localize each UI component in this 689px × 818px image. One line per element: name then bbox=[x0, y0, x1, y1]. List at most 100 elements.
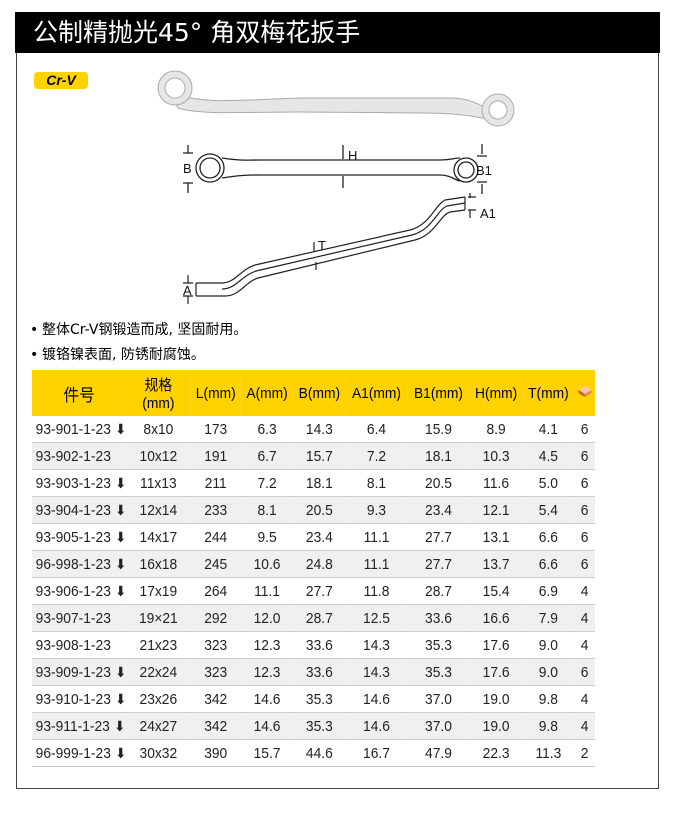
table-cell: 47.9 bbox=[407, 739, 470, 767]
table-cell: 11x13 bbox=[126, 469, 191, 497]
table-cell: 6 bbox=[574, 523, 596, 551]
table-cell: 4 bbox=[574, 685, 596, 713]
part-number: 96-999-1-23 ⬇ bbox=[32, 739, 127, 767]
table-cell: 14.3 bbox=[293, 416, 346, 443]
feature-list: • 整体Cr-V钢锻造而成, 坚固耐用。 • 镀铬镍表面, 防锈耐腐蚀。 bbox=[30, 318, 247, 368]
part-number: 93-903-1-23 ⬇ bbox=[32, 469, 127, 497]
table-cell: 11.8 bbox=[345, 577, 408, 605]
label-b1: B1 bbox=[476, 163, 492, 178]
table-cell: 22x24 bbox=[126, 658, 191, 686]
table-cell: 6.9 bbox=[522, 577, 575, 605]
table-cell: 6 bbox=[574, 658, 596, 686]
table-cell: 17.6 bbox=[469, 658, 523, 686]
table-cell: 2 bbox=[574, 739, 596, 767]
table-cell: 9.0 bbox=[522, 631, 575, 659]
column-header-a: A(mm) bbox=[240, 370, 294, 416]
table-cell: 14.6 bbox=[345, 685, 408, 713]
part-number: 93-909-1-23 ⬇ bbox=[32, 658, 127, 686]
table-cell: 6.7 bbox=[240, 442, 294, 470]
table-cell: 37.0 bbox=[407, 685, 470, 713]
table-cell: 27.7 bbox=[293, 577, 346, 605]
part-number: 93-904-1-23 ⬇ bbox=[32, 496, 127, 524]
table-cell: 27.7 bbox=[407, 523, 470, 551]
wrench-side-view bbox=[183, 193, 476, 304]
part-number: 93-910-1-23 ⬇ bbox=[32, 685, 127, 713]
table-cell: 14.3 bbox=[345, 658, 408, 686]
part-number: 93-906-1-23 ⬇ bbox=[32, 577, 127, 605]
table-cell: 35.3 bbox=[407, 658, 470, 686]
wrench-photo bbox=[157, 70, 515, 127]
table-cell: 16.7 bbox=[345, 739, 408, 767]
table-cell: 245 bbox=[190, 550, 241, 578]
table-cell: 19.0 bbox=[469, 685, 523, 713]
part-number: 93-908-1-23 bbox=[32, 631, 127, 659]
table-cell: 6.6 bbox=[522, 523, 575, 551]
table-cell: 11.6 bbox=[469, 469, 523, 497]
column-header-a1: A1(mm) bbox=[345, 370, 408, 416]
table-row: 93-903-1-23 ⬇ 11x13 211 7.2 18.1 8.1 20.5 11.6 5… bbox=[32, 469, 596, 497]
table-cell: 44.6 bbox=[293, 739, 346, 767]
table-cell: 7.2 bbox=[240, 469, 294, 497]
table-cell: 17.6 bbox=[469, 631, 523, 659]
feature-item: • 整体Cr-V钢锻造而成, 坚固耐用。 bbox=[30, 322, 248, 338]
table-cell: 30x32 bbox=[126, 739, 191, 767]
arrow-down-icon: ⬇ bbox=[109, 718, 126, 735]
table-cell: 20.5 bbox=[407, 469, 470, 497]
table-cell: 173 bbox=[190, 416, 241, 443]
table-cell: 6.4 bbox=[345, 416, 408, 443]
table-cell: 7.2 bbox=[345, 442, 408, 470]
label-h: H bbox=[348, 148, 357, 163]
table-cell: 11.3 bbox=[522, 739, 575, 767]
table-cell: 19.0 bbox=[469, 712, 523, 740]
table-cell: 16x18 bbox=[126, 550, 191, 578]
table-cell: 6.6 bbox=[522, 550, 575, 578]
table-cell: 4.5 bbox=[522, 442, 575, 470]
arrow-down-icon: ⬇ bbox=[110, 583, 127, 600]
table-cell: 22.3 bbox=[469, 739, 523, 767]
table-cell: 14.6 bbox=[240, 685, 294, 713]
table-cell: 9.8 bbox=[522, 685, 575, 713]
table-cell: 8.9 bbox=[469, 416, 523, 443]
table-cell: 6.3 bbox=[240, 416, 294, 443]
table-cell: 6 bbox=[574, 416, 596, 443]
table-row: 93-905-1-23 ⬇ 14x17 244 9.5 23.4 11.1 27.7 13.1… bbox=[32, 523, 596, 551]
table-row: 93-908-1-23 21x23 323 12.3 33.6 14.3 35.3 17.6 9… bbox=[32, 631, 596, 659]
table-cell: 37.0 bbox=[407, 712, 470, 740]
table-cell: 12.5 bbox=[345, 604, 408, 632]
feature-item: • 镀铬镍表面, 防锈耐腐蚀。 bbox=[30, 347, 205, 363]
table-cell: 292 bbox=[190, 604, 241, 632]
table-cell: 12.3 bbox=[240, 658, 294, 686]
table-cell: 5.0 bbox=[522, 469, 575, 497]
table-cell: 191 bbox=[190, 442, 241, 470]
table-row: 93-910-1-23 ⬇ 23x26 342 14.6 35.3 14.6 37.0 19.… bbox=[32, 685, 596, 713]
table-cell: 23.4 bbox=[293, 523, 346, 551]
arrow-down-icon: ⬇ bbox=[110, 691, 127, 708]
table-cell: 12.1 bbox=[469, 496, 523, 524]
table-cell: 23x26 bbox=[126, 685, 191, 713]
arrow-down-icon: ⬇ bbox=[110, 475, 127, 492]
table-cell: 35.3 bbox=[293, 685, 346, 713]
table-cell: 21x23 bbox=[126, 631, 191, 659]
arrow-down-icon: ⬇ bbox=[110, 529, 127, 546]
table-cell: 28.7 bbox=[293, 604, 346, 632]
table-cell: 15.4 bbox=[469, 577, 523, 605]
table-cell: 19×21 bbox=[126, 604, 191, 632]
page-title: 公制精抛光45° 角双梅花扳手 bbox=[15, 12, 660, 53]
table-cell: 13.7 bbox=[469, 550, 523, 578]
table-cell: 10.6 bbox=[240, 550, 294, 578]
table-cell: 7.9 bbox=[522, 604, 575, 632]
table-cell: 12x14 bbox=[126, 496, 191, 524]
table-cell: 23.4 bbox=[407, 496, 470, 524]
table-cell: 15.7 bbox=[293, 442, 346, 470]
arrow-down-icon: ⬇ bbox=[110, 502, 127, 519]
column-header-l: L(mm) bbox=[190, 370, 241, 416]
table-cell: 9.0 bbox=[522, 658, 575, 686]
table-cell: 244 bbox=[190, 523, 241, 551]
label-t: T bbox=[318, 238, 326, 253]
part-number: 93-902-1-23 bbox=[32, 442, 127, 470]
table-cell: 33.6 bbox=[293, 658, 346, 686]
column-header-b: B(mm) bbox=[293, 370, 346, 416]
table-cell: 9.3 bbox=[345, 496, 408, 524]
table-cell: 11.1 bbox=[240, 577, 294, 605]
table-cell: 4 bbox=[574, 577, 596, 605]
